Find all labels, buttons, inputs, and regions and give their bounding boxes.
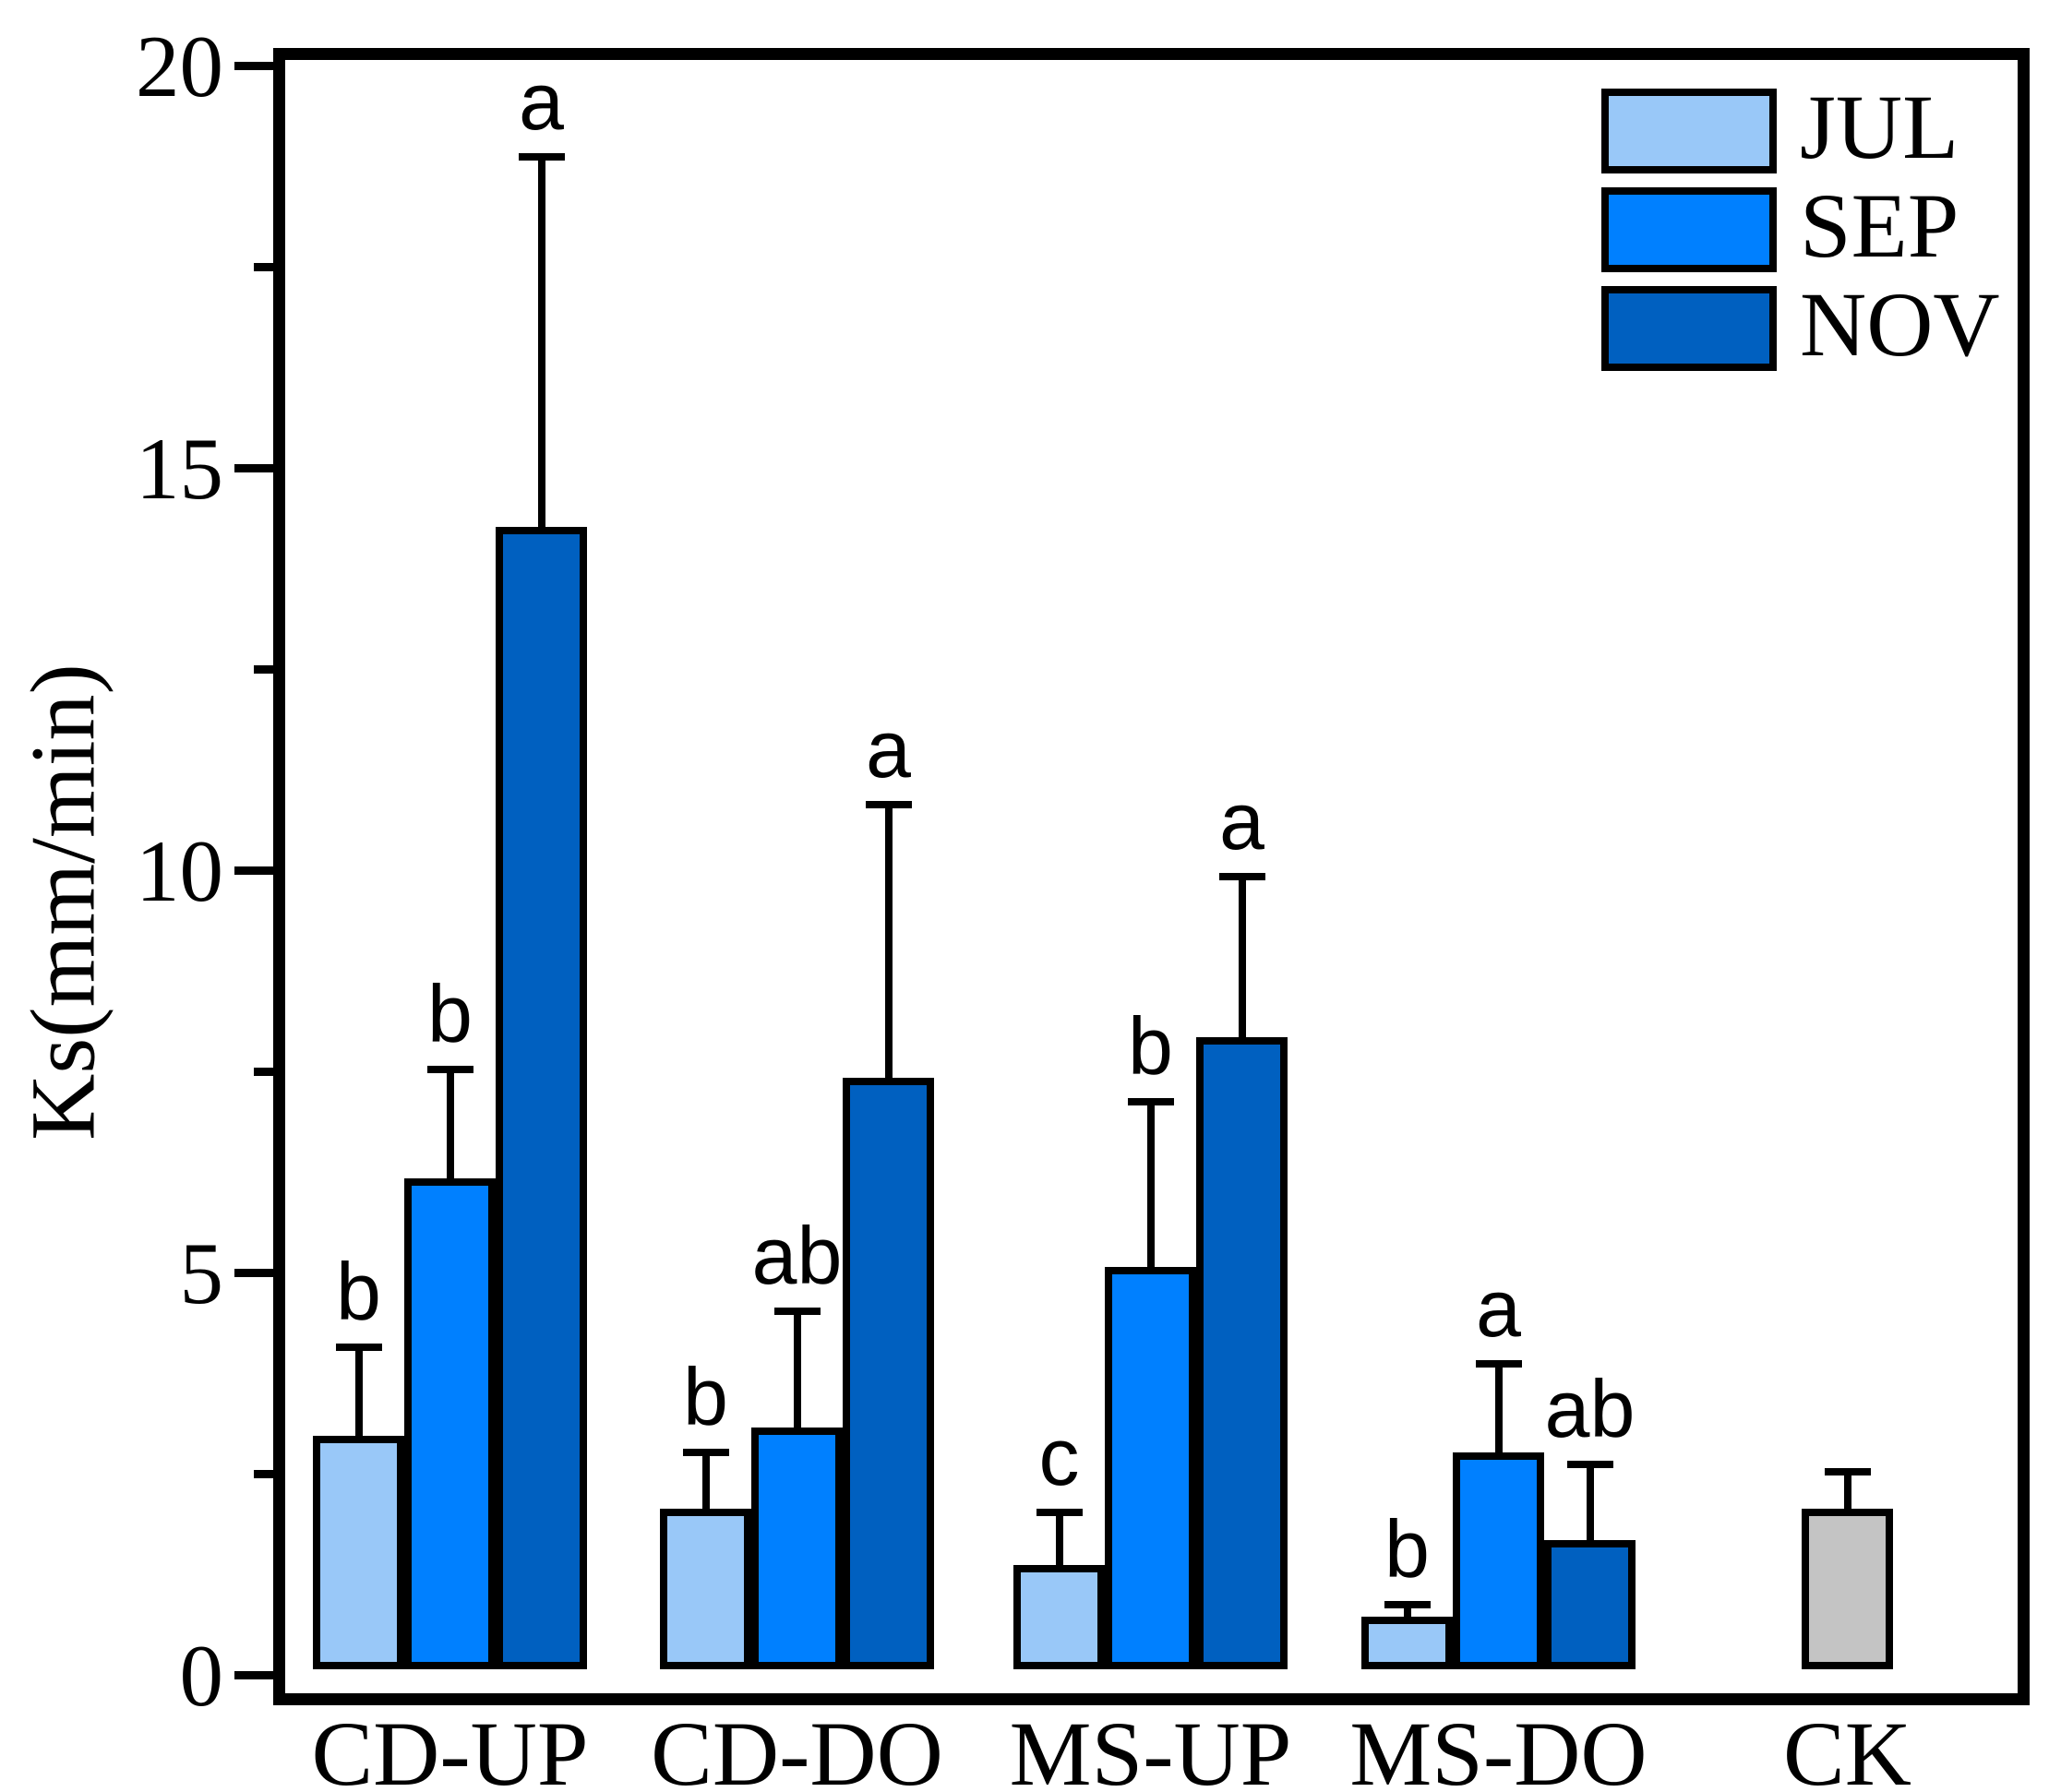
bar-sep-cd-up xyxy=(404,1178,496,1669)
legend-label-jul: JUL xyxy=(1800,76,1959,178)
y-axis-major-tick xyxy=(234,866,273,875)
plot-frame xyxy=(273,48,2030,1705)
y-axis-minor-tick xyxy=(254,665,273,674)
bar-sep-cd-do xyxy=(751,1428,843,1669)
y-axis-tick-label: 15 xyxy=(136,419,223,518)
x-category-label-cd-up: CD-UP xyxy=(311,1702,589,1792)
significance-letter-jul-cd-do: b xyxy=(683,1350,728,1442)
y-axis-major-tick xyxy=(234,62,273,70)
error-bar-cap-sep-cd-up xyxy=(426,1066,473,1074)
error-bar-cap-nov-cd-up xyxy=(518,152,565,161)
bar-jul-ms-up xyxy=(1013,1564,1105,1669)
significance-letter-jul-ms-up: c xyxy=(1038,1410,1080,1502)
y-axis-minor-tick xyxy=(254,1470,273,1478)
x-category-label-ms-do: MS-DO xyxy=(1349,1702,1648,1792)
error-bar-cap-sep-ms-up xyxy=(1127,1098,1174,1106)
y-axis-minor-tick xyxy=(254,263,273,271)
bar-nov-ms-up xyxy=(1196,1037,1288,1669)
y-axis-minor-tick xyxy=(254,1068,273,1076)
significance-letter-sep-ms-up: b xyxy=(1128,1000,1173,1093)
legend-label-nov: NOV xyxy=(1800,273,2000,376)
error-bar-sep-ms-up xyxy=(1146,1102,1155,1267)
y-axis-major-tick xyxy=(234,1269,273,1277)
bar-nov-cd-up xyxy=(496,526,587,1669)
bar-jul-ms-do xyxy=(1361,1617,1453,1669)
x-category-label-cd-do: CD-DO xyxy=(651,1702,943,1792)
error-bar-nov-cd-do xyxy=(884,804,893,1079)
significance-letter-jul-cd-up: b xyxy=(336,1246,381,1338)
error-bar-cap-jul-cd-do xyxy=(682,1448,729,1456)
error-bar-jul-cd-up xyxy=(354,1347,363,1437)
error-bar-cap-sep-ms-do xyxy=(1475,1359,1522,1368)
error-bar-sep-cd-do xyxy=(793,1310,801,1428)
x-category-label-ms-up: MS-UP xyxy=(1009,1702,1292,1792)
y-axis-tick-label: 10 xyxy=(136,821,223,920)
error-bar-jul-ms-do xyxy=(1403,1605,1411,1618)
error-bar-cap-nov-cd-do xyxy=(865,800,912,808)
error-bar-nov-cd-up xyxy=(537,156,545,527)
error-bar-nov-ms-up xyxy=(1238,877,1246,1038)
error-bar-nov-ms-do xyxy=(1586,1463,1594,1541)
error-bar-ck xyxy=(1843,1472,1851,1509)
error-bar-cap-jul-cd-up xyxy=(335,1344,382,1352)
legend-swatch-nov xyxy=(1601,286,1777,371)
bar-jul-cd-up xyxy=(313,1436,404,1669)
significance-letter-sep-ms-do: a xyxy=(1476,1261,1521,1354)
error-bar-cap-jul-ms-up xyxy=(1036,1508,1083,1516)
significance-letter-nov-cd-up: a xyxy=(519,54,564,147)
error-bar-cap-sep-cd-do xyxy=(773,1307,821,1315)
bar-ck xyxy=(1802,1508,1893,1669)
bar-jul-cd-do xyxy=(660,1508,751,1669)
y-axis-tick-label: 0 xyxy=(179,1626,224,1725)
x-category-label-ck: CK xyxy=(1783,1702,1911,1792)
significance-letter-nov-ms-up: a xyxy=(1219,775,1264,867)
y-axis-tick-label: 5 xyxy=(179,1224,224,1322)
y-axis-major-tick xyxy=(234,1671,273,1679)
bar-sep-ms-do xyxy=(1453,1452,1544,1669)
legend-label-sep: SEP xyxy=(1800,174,1959,277)
significance-letter-sep-cd-do: ab xyxy=(751,1209,843,1301)
error-bar-cap-ck xyxy=(1824,1468,1871,1476)
bar-nov-ms-do xyxy=(1544,1540,1636,1669)
legend-swatch-jul xyxy=(1601,89,1777,173)
error-bar-cap-nov-ms-up xyxy=(1218,873,1265,881)
bar-sep-ms-up xyxy=(1105,1267,1196,1669)
error-bar-cap-nov-ms-do xyxy=(1566,1460,1613,1468)
significance-letter-sep-cd-up: b xyxy=(427,968,473,1060)
error-bar-jul-cd-do xyxy=(701,1452,710,1509)
bar-nov-cd-do xyxy=(843,1078,934,1669)
significance-letter-jul-ms-do: b xyxy=(1384,1503,1430,1595)
significance-letter-nov-ms-do: ab xyxy=(1544,1362,1636,1454)
legend-swatch-sep xyxy=(1601,187,1777,272)
error-bar-sep-cd-up xyxy=(446,1069,454,1179)
error-bar-sep-ms-do xyxy=(1494,1363,1503,1452)
y-axis-tick-label: 20 xyxy=(136,17,223,115)
significance-letter-nov-cd-do: a xyxy=(866,702,911,794)
error-bar-cap-jul-ms-do xyxy=(1384,1601,1431,1609)
error-bar-jul-ms-up xyxy=(1055,1511,1063,1565)
y-axis-major-tick xyxy=(234,464,273,472)
